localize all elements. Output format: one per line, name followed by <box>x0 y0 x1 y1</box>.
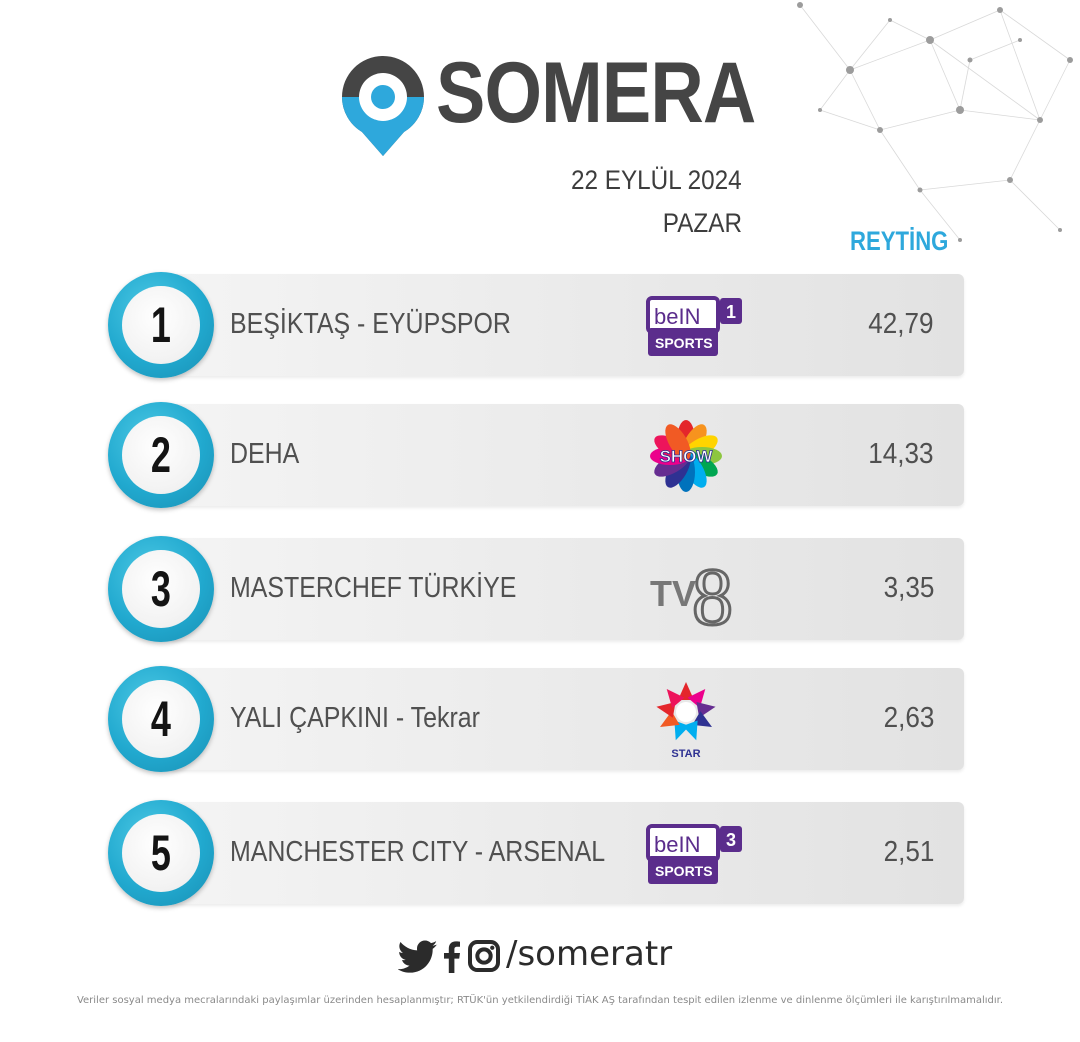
svg-text:3: 3 <box>726 830 736 850</box>
svg-text:1: 1 <box>726 302 736 322</box>
social-handle[interactable]: /someratr <box>506 934 673 974</box>
bein-sports-3-logo: beIN SPORTS 3 <box>646 824 742 884</box>
rating-value: 3,35 <box>883 572 934 604</box>
rating-column-header: REYTİNG <box>850 226 949 256</box>
program-title: DEHA <box>230 438 300 470</box>
ranking-row-4: 4 YALI ÇAPKINI - Tekrar STAR 2,63 <box>108 666 968 774</box>
rank-badge: 5 <box>108 800 214 906</box>
location-pin-icon <box>342 56 424 156</box>
social-handle-bar: /someratr <box>398 934 698 984</box>
twitter-icon[interactable] <box>398 940 438 974</box>
rank-number: 5 <box>150 825 172 881</box>
date-label: 22 EYLÜL 2024 <box>571 165 742 195</box>
rating-value: 2,63 <box>883 702 934 734</box>
rating-value: 42,79 <box>868 308 934 340</box>
ranking-row-1: 1 BEŞİKTAŞ - EYÜPSPOR beIN SPORTS 1 42,7… <box>108 272 968 380</box>
ranking-row-2: 2 DEHA SHOW 14,33 <box>108 402 968 510</box>
rank-number: 1 <box>150 297 172 353</box>
svg-text:8: 8 <box>692 551 733 630</box>
somera-logo: SOMERA <box>338 45 756 162</box>
svg-text:beIN: beIN <box>654 304 700 329</box>
disclaimer-text: Veriler sosyal medya mecralarındaki payl… <box>76 995 1004 1006</box>
rank-number: 4 <box>150 691 172 747</box>
row-band <box>168 538 964 640</box>
network-pattern-decoration <box>797 2 1073 242</box>
program-title: BEŞİKTAŞ - EYÜPSPOR <box>230 308 511 340</box>
rank-number: 2 <box>150 427 172 483</box>
weekday-label: PAZAR <box>662 208 742 238</box>
brand-name: SOMERA <box>436 45 756 141</box>
instagram-icon[interactable] <box>468 940 500 972</box>
rank-number: 3 <box>150 561 172 617</box>
tv8-logo: TV 8 <box>650 550 735 630</box>
row-band <box>168 274 964 376</box>
rank-badge: 1 <box>108 272 214 378</box>
program-title: MANCHESTER CITY - ARSENAL <box>230 836 606 868</box>
facebook-icon[interactable] <box>444 940 460 974</box>
svg-text:TV: TV <box>650 573 696 614</box>
rank-badge: 3 <box>108 536 214 642</box>
svg-text:STAR: STAR <box>671 748 700 760</box>
bein-sports-1-logo: beIN SPORTS 1 <box>646 296 742 356</box>
ranking-row-3: 3 MASTERCHEF TÜRKİYE TV 8 3,35 <box>108 536 968 644</box>
svg-text:SHOW: SHOW <box>660 447 714 466</box>
program-title: MASTERCHEF TÜRKİYE <box>230 572 517 604</box>
rating-value: 2,51 <box>883 836 934 868</box>
row-band <box>168 404 964 506</box>
rank-badge: 2 <box>108 402 214 508</box>
program-title: YALI ÇAPKINI - Tekrar <box>230 702 480 734</box>
row-band <box>168 802 964 904</box>
rank-badge: 4 <box>108 666 214 772</box>
row-band <box>168 668 964 770</box>
svg-text:SPORTS: SPORTS <box>655 863 713 879</box>
show-tv-logo: SHOW <box>650 420 722 492</box>
svg-text:beIN: beIN <box>654 832 700 857</box>
svg-text:SPORTS: SPORTS <box>655 335 713 351</box>
rating-value: 14,33 <box>868 438 934 470</box>
ranking-row-5: 5 MANCHESTER CITY - ARSENAL beIN SPORTS … <box>108 800 968 908</box>
star-tv-logo: STAR <box>656 682 716 760</box>
